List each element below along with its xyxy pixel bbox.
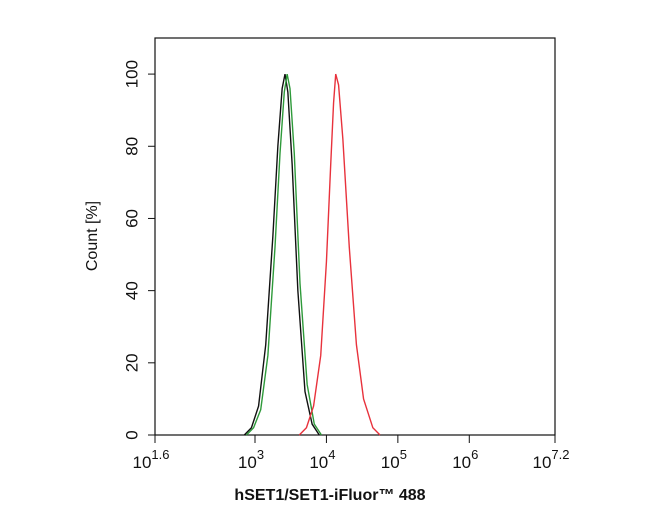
x-tick-exponent: 6 bbox=[471, 447, 478, 462]
x-tick-label: 106 bbox=[452, 447, 478, 472]
y-axis-title: Count [%] bbox=[84, 201, 101, 271]
x-tick-exponent: 4 bbox=[328, 447, 335, 462]
histogram-line bbox=[245, 73, 323, 436]
histogram-line bbox=[243, 73, 320, 436]
x-tick-base: 10 bbox=[381, 453, 400, 472]
x-tick-label: 103 bbox=[238, 447, 264, 472]
x-tick-exponent: 5 bbox=[400, 447, 407, 462]
y-tick-label: 100 bbox=[122, 60, 141, 88]
x-tick-label: 101.6 bbox=[133, 447, 170, 472]
y-tick-label: 80 bbox=[122, 137, 141, 156]
x-tick-base: 10 bbox=[309, 453, 328, 472]
x-axis-title: hSET1/SET1-iFluor™ 488 bbox=[234, 487, 425, 504]
x-tick-base: 10 bbox=[133, 453, 152, 472]
x-tick-exponent: 1.6 bbox=[151, 447, 169, 462]
x-tick-base: 10 bbox=[238, 453, 257, 472]
y-tick-label: 40 bbox=[122, 281, 141, 300]
y-tick-label: 60 bbox=[122, 209, 141, 228]
x-tick-base: 10 bbox=[452, 453, 471, 472]
x-tick-exponent: 7.2 bbox=[551, 447, 569, 462]
y-tick-label: 20 bbox=[122, 353, 141, 372]
x-tick-exponent: 3 bbox=[257, 447, 264, 462]
y-tick-label: 0 bbox=[122, 430, 141, 439]
x-tick-label: 104 bbox=[309, 447, 335, 472]
x-tick-label: 107.2 bbox=[533, 447, 570, 472]
x-tick-label: 105 bbox=[381, 447, 407, 472]
histogram-line bbox=[298, 73, 381, 436]
plot-frame bbox=[154, 37, 556, 436]
x-tick-base: 10 bbox=[533, 453, 552, 472]
